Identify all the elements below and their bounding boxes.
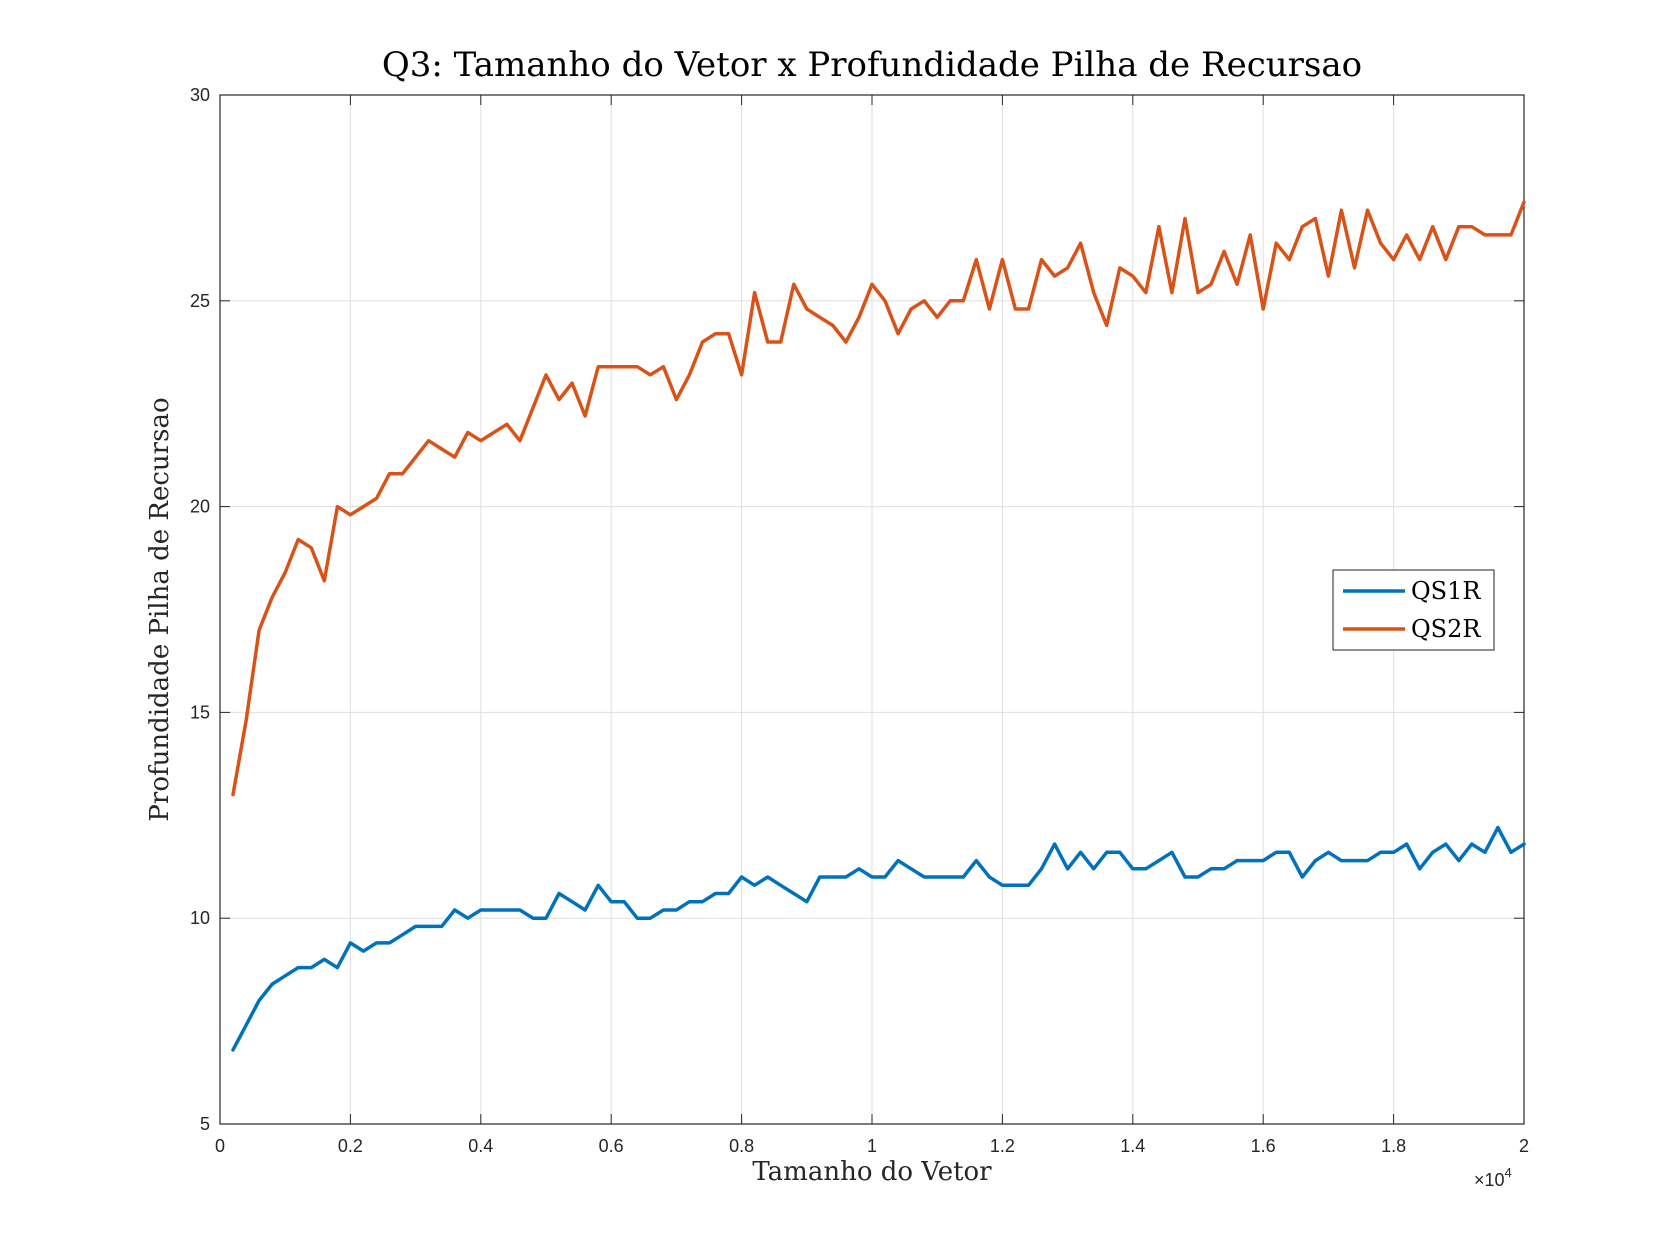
y-tick-label: 10 (190, 908, 210, 928)
x-exponent-base: ×10 (1474, 1170, 1505, 1190)
x-tick-label: 0.8 (729, 1136, 754, 1156)
grid (219, 94, 1525, 1125)
x-tick-label: 1.2 (990, 1136, 1015, 1156)
y-tick-label: 25 (190, 291, 210, 311)
y-tick-label: 30 (190, 85, 210, 105)
x-tick-label: 1.8 (1381, 1136, 1406, 1156)
x-exponent-power: 4 (1505, 1165, 1512, 1180)
x-tick-label: 0.4 (468, 1136, 493, 1156)
x-tick-label: 1 (867, 1136, 877, 1156)
x-tick-label: 0 (215, 1136, 225, 1156)
x-tick-label: 1.6 (1251, 1136, 1276, 1156)
x-tick-label: 0.2 (338, 1136, 363, 1156)
legend-box (1332, 569, 1495, 651)
x-tick-label: 1.4 (1120, 1136, 1145, 1156)
y-tick-label: 20 (190, 497, 210, 517)
series-line-qs2r (231, 200, 1526, 797)
chart-title: Q3: Tamanho do Vetor x Profundidade Pilh… (382, 45, 1362, 85)
legend-label-qs1r: QS1R (1411, 577, 1481, 605)
y-tick-label: 5 (200, 1114, 210, 1134)
x-axis-exponent: ×104 (1474, 1165, 1512, 1190)
y-axis-label: Profundidade Pilha de Recursao (145, 397, 175, 821)
series-line-qs1r (231, 825, 1526, 1052)
x-tick-label: 0.6 (599, 1136, 624, 1156)
x-tick-label: 2 (1519, 1136, 1529, 1156)
legend-label-qs2r: QS2R (1411, 615, 1481, 643)
legend: QS1R QS2R (1332, 569, 1495, 651)
x-axis-label: Tamanho do Vetor (752, 1157, 992, 1187)
series-lines (231, 200, 1526, 1052)
y-tick-label: 15 (190, 702, 210, 722)
